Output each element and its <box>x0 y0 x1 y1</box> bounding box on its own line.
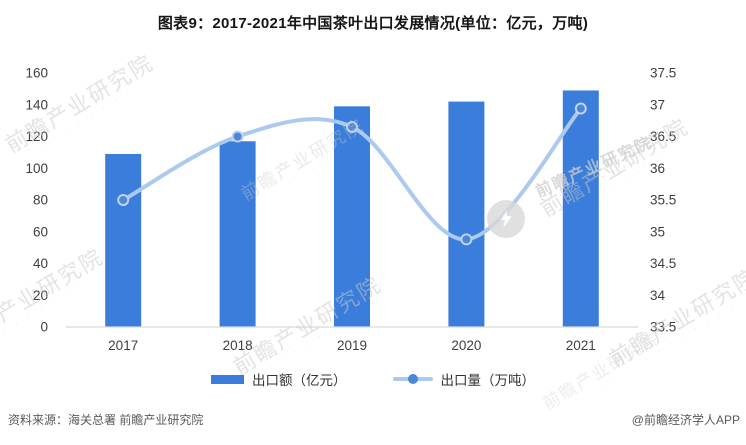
right-axis-tick-label: 35 <box>650 224 665 239</box>
left-axis-tick-label: 120 <box>25 129 48 144</box>
x-axis-label-2017: 2017 <box>108 338 138 353</box>
legend-item-export-volume: 出口量（万吨） <box>392 369 536 389</box>
left-axis-tick-label: 0 <box>40 320 48 335</box>
right-axis-tick-label: 33.5 <box>650 320 676 335</box>
bar-2021 <box>562 90 599 328</box>
bar-2018 <box>219 141 256 327</box>
legend-bar-swatch <box>211 374 244 384</box>
chart-title: 图表9：2017-2021年中国茶叶出口发展情况(单位：亿元，万吨) <box>157 15 589 32</box>
right-axis-tick-label: 35.5 <box>650 193 676 208</box>
right-axis-tick-label: 36.5 <box>650 129 676 144</box>
legend-item-export-value: 出口额（亿元） <box>211 369 347 389</box>
legend-dot <box>407 374 418 384</box>
x-axis-label-2020: 2020 <box>451 338 481 353</box>
right-axis-tick-label: 34 <box>650 288 666 303</box>
right-axis-tick-label: 36 <box>650 161 665 176</box>
legend-line-swatch <box>392 374 433 384</box>
x-axis-label-2019: 2019 <box>337 338 367 353</box>
line-marker-2017 <box>117 194 130 206</box>
left-axis-tick-label: 40 <box>33 256 48 271</box>
line-marker-2021 <box>574 102 587 115</box>
legend-label: 出口额（亿元） <box>252 373 347 388</box>
x-axis-label-2018: 2018 <box>223 338 253 353</box>
left-axis-tick-label: 160 <box>25 66 48 81</box>
left-axis-tick-label: 60 <box>33 224 48 239</box>
bar-2019 <box>334 106 370 328</box>
line-marker-2019 <box>346 120 358 133</box>
left-axis-tick-label: 140 <box>25 97 48 112</box>
data-source-text: 资料来源：海关总署 前瞻产业研究院 <box>8 413 204 427</box>
right-axis-tick-label: 37 <box>650 97 665 112</box>
line-marker-2020 <box>460 233 473 246</box>
left-axis-tick-label: 100 <box>25 161 48 176</box>
left-axis-tick-label: 80 <box>33 193 48 208</box>
line-marker-2018 <box>231 130 244 143</box>
x-axis-label-2021: 2021 <box>566 338 596 353</box>
bar-2017 <box>105 153 142 327</box>
credit-text: @前瞻经济学人APP <box>631 413 740 427</box>
left-axis-tick-label: 20 <box>33 288 48 303</box>
bar-2020 <box>448 101 485 327</box>
right-axis-tick-label: 37.5 <box>650 66 676 81</box>
right-axis-tick-label: 34.5 <box>650 256 676 271</box>
chart-legend: 出口额（亿元） 出口量（万吨） <box>0 369 746 389</box>
legend-label: 出口量（万吨） <box>440 373 536 388</box>
